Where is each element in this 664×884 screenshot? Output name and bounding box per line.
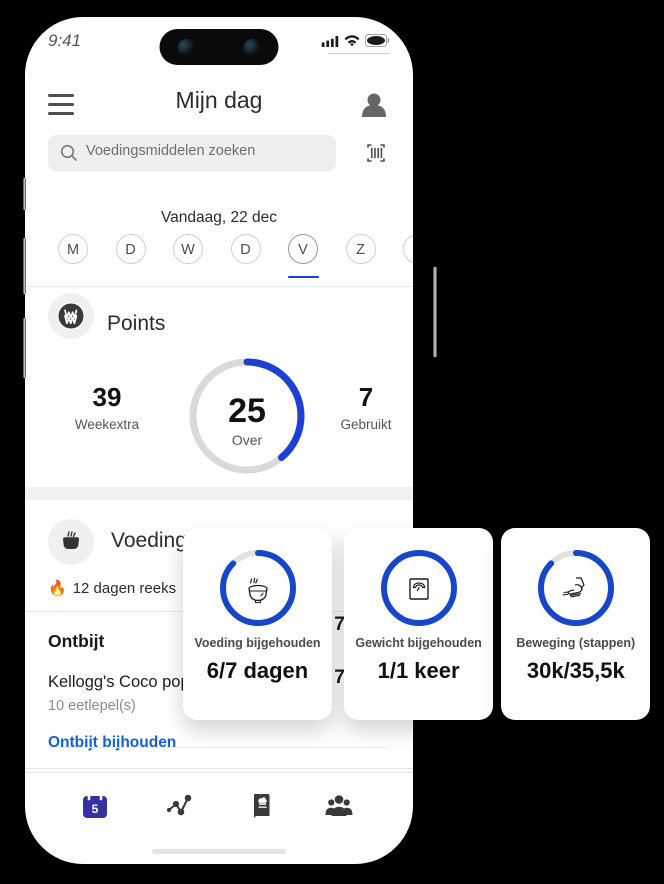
svg-text:5: 5: [92, 802, 99, 816]
